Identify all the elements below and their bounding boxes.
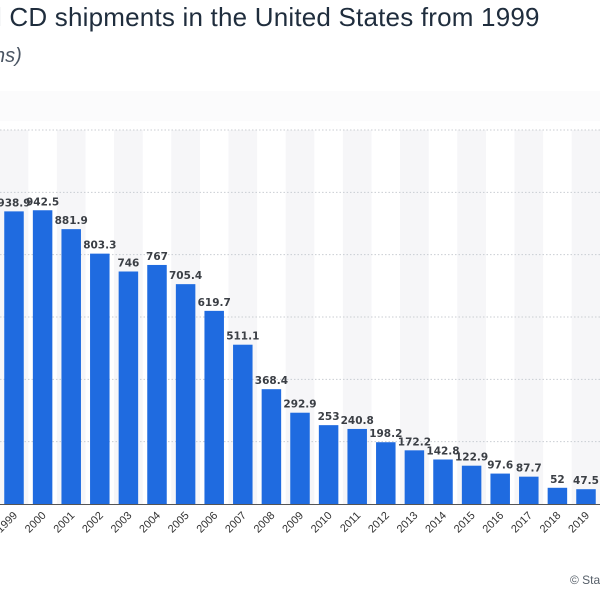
x-tick-label-2014: 2014 xyxy=(423,510,449,536)
x-tick-label-2012: 2012 xyxy=(366,510,392,536)
bar-2002 xyxy=(90,253,110,504)
x-tick-label-2006: 2006 xyxy=(195,510,221,536)
x-tick-label-2001: 2001 xyxy=(52,510,78,536)
bar-2006 xyxy=(204,310,224,504)
bar-2015 xyxy=(461,465,482,504)
bar-2000 xyxy=(32,210,53,505)
value-label-2014: 142.8 xyxy=(426,445,459,457)
value-label-2001: 881.9 xyxy=(55,215,88,227)
x-tick-label-2003: 2003 xyxy=(109,510,135,536)
value-label-2006: 619.7 xyxy=(198,297,231,309)
value-label-2007: 511.1 xyxy=(226,331,259,343)
value-label-2009: 292.9 xyxy=(283,399,316,411)
x-tick-label-2000: 2000 xyxy=(23,510,49,536)
x-tick-label-2018: 2018 xyxy=(538,510,564,536)
value-label-2010: 253 xyxy=(318,411,340,423)
x-tick-label-2011: 2011 xyxy=(338,510,363,535)
value-label-2011: 240.8 xyxy=(341,415,374,427)
bar-2016 xyxy=(490,473,510,504)
x-tick-label-2007: 2007 xyxy=(223,510,249,536)
bar-2011 xyxy=(347,428,367,504)
x-tick-label-2010: 2010 xyxy=(309,510,335,536)
bar-2007 xyxy=(233,344,253,504)
value-label-2015: 122.9 xyxy=(455,452,488,464)
value-label-2018: 52 xyxy=(550,474,565,486)
bar-2012 xyxy=(376,442,396,504)
value-label-1999: 938.9 xyxy=(0,197,31,209)
value-label-2008: 368.4 xyxy=(255,375,288,387)
x-tick-label-2016: 2016 xyxy=(481,510,507,536)
bar-2001 xyxy=(61,229,81,504)
plot-top-band xyxy=(0,91,600,121)
bar-2008 xyxy=(261,389,282,504)
x-tick-label-2009: 2009 xyxy=(280,510,306,536)
value-label-2013: 172.2 xyxy=(398,436,431,448)
x-tick-label-2005: 2005 xyxy=(166,510,192,536)
x-tick-label-2002: 2002 xyxy=(80,510,106,536)
bar-1999 xyxy=(4,211,24,504)
bar-2005 xyxy=(175,284,196,504)
bar-2010 xyxy=(318,425,339,504)
column-band xyxy=(457,130,486,504)
chart-title: l CD shipments in the United States from… xyxy=(0,2,540,32)
x-tick-label-2019: 2019 xyxy=(566,510,592,536)
value-label-2017: 87.7 xyxy=(516,463,542,475)
value-label-2000: 942.5 xyxy=(26,196,59,208)
bar-2018 xyxy=(547,487,568,504)
value-label-2016: 97.6 xyxy=(487,460,513,472)
x-tick-label-1999: 1999 xyxy=(0,510,20,536)
source-credit: © Sta xyxy=(570,573,600,587)
bar-2014 xyxy=(433,459,453,504)
value-label-2012: 198.2 xyxy=(369,428,402,440)
bar-2004 xyxy=(147,264,167,504)
x-tick-label-2004: 2004 xyxy=(137,510,163,536)
value-label-2003: 746 xyxy=(117,257,139,269)
value-label-2005: 705.4 xyxy=(169,270,202,282)
value-label-2019: 47.5 xyxy=(573,475,599,487)
value-label-2002: 803.3 xyxy=(83,240,116,252)
x-tick-label-2008: 2008 xyxy=(252,510,278,536)
x-tick-label-2015: 2015 xyxy=(452,510,478,536)
value-label-2004: 767 xyxy=(146,251,168,263)
x-tick-label-2017: 2017 xyxy=(509,510,535,536)
bar-2009 xyxy=(290,412,310,504)
bar-2017 xyxy=(519,476,539,504)
bar-2019 xyxy=(576,489,596,504)
chart-subtitle: ns) xyxy=(0,45,22,67)
x-tick-label-2013: 2013 xyxy=(395,510,421,536)
bar-2013 xyxy=(404,450,425,504)
bar-2003 xyxy=(118,271,139,504)
